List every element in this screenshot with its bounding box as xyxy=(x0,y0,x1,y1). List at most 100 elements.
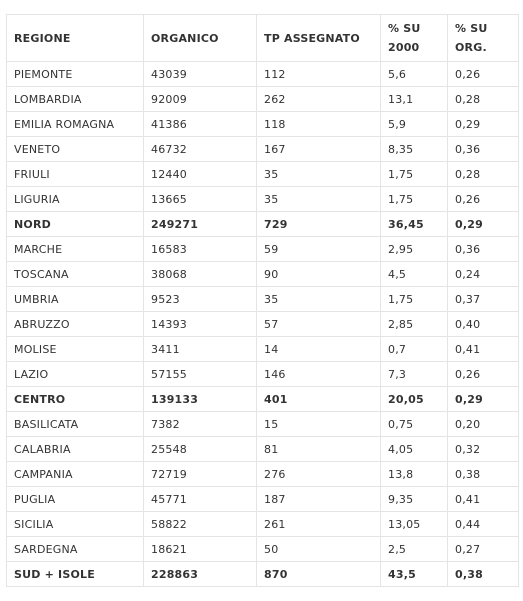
cell-percent-su-org: 0,41 xyxy=(447,336,519,362)
table-row: ABRUZZO 14393 57 2,85 0,40 xyxy=(6,311,519,337)
cell-organico: 57155 xyxy=(143,361,257,387)
table-row: TOSCANA 38068 90 4,5 0,24 xyxy=(6,261,519,287)
column-header-percent-su-2000: % SU 2000 xyxy=(380,14,448,62)
cell-regione: SARDEGNA xyxy=(6,536,144,562)
cell-percent-su-2000: 36,45 xyxy=(380,211,448,237)
cell-percent-su-org: 0,40 xyxy=(447,311,519,337)
cell-regione: BASILICATA xyxy=(6,411,144,437)
table-row: SICILIA 58822 261 13,05 0,44 xyxy=(6,511,519,537)
table-row: MARCHE 16583 59 2,95 0,36 xyxy=(6,236,519,262)
cell-percent-su-org: 0,26 xyxy=(447,361,519,387)
cell-percent-su-org: 0,24 xyxy=(447,261,519,287)
cell-percent-su-org: 0,37 xyxy=(447,286,519,312)
table-row: EMILIA ROMAGNA 41386 118 5,9 0,29 xyxy=(6,111,519,137)
column-header-tp-assegnato: TP ASSEGNATO xyxy=(256,14,381,62)
cell-percent-su-org: 0,29 xyxy=(447,211,519,237)
cell-percent-su-2000: 9,35 xyxy=(380,486,448,512)
cell-percent-su-org: 0,29 xyxy=(447,386,519,412)
cell-regione: FRIULI xyxy=(6,161,144,187)
cell-percent-su-org: 0,26 xyxy=(447,186,519,212)
cell-organico: 14393 xyxy=(143,311,257,337)
cell-percent-su-org: 0,36 xyxy=(447,236,519,262)
cell-tp-assegnato: 729 xyxy=(256,211,381,237)
cell-organico: 139133 xyxy=(143,386,257,412)
cell-percent-su-org: 0,36 xyxy=(447,136,519,162)
cell-percent-su-2000: 1,75 xyxy=(380,186,448,212)
cell-tp-assegnato: 146 xyxy=(256,361,381,387)
cell-tp-assegnato: 167 xyxy=(256,136,381,162)
cell-percent-su-org: 0,32 xyxy=(447,436,519,462)
cell-regione: CALABRIA xyxy=(6,436,144,462)
cell-regione: SUD + ISOLE xyxy=(6,561,144,587)
table-row-total: SUD + ISOLE 228863 870 43,5 0,38 xyxy=(6,561,519,587)
cell-regione: LAZIO xyxy=(6,361,144,387)
cell-percent-su-2000: 1,75 xyxy=(380,161,448,187)
cell-percent-su-2000: 0,7 xyxy=(380,336,448,362)
cell-percent-su-2000: 43,5 xyxy=(380,561,448,587)
cell-organico: 228863 xyxy=(143,561,257,587)
cell-regione: MARCHE xyxy=(6,236,144,262)
cell-regione: EMILIA ROMAGNA xyxy=(6,111,144,137)
cell-percent-su-2000: 7,3 xyxy=(380,361,448,387)
cell-percent-su-org: 0,26 xyxy=(447,61,519,87)
cell-organico: 41386 xyxy=(143,111,257,137)
cell-percent-su-2000: 5,9 xyxy=(380,111,448,137)
cell-tp-assegnato: 59 xyxy=(256,236,381,262)
table-row: UMBRIA 9523 35 1,75 0,37 xyxy=(6,286,519,312)
table-row: LAZIO 57155 146 7,3 0,26 xyxy=(6,361,519,387)
table-row: PIEMONTE 43039 112 5,6 0,26 xyxy=(6,61,519,87)
table-row: FRIULI 12440 35 1,75 0,28 xyxy=(6,161,519,187)
cell-regione: VENETO xyxy=(6,136,144,162)
cell-percent-su-org: 0,38 xyxy=(447,561,519,587)
cell-percent-su-2000: 2,85 xyxy=(380,311,448,337)
cell-tp-assegnato: 90 xyxy=(256,261,381,287)
table-row: CALABRIA 25548 81 4,05 0,32 xyxy=(6,436,519,462)
table-row: PUGLIA 45771 187 9,35 0,41 xyxy=(6,486,519,512)
cell-organico: 12440 xyxy=(143,161,257,187)
cell-tp-assegnato: 276 xyxy=(256,461,381,487)
cell-percent-su-org: 0,38 xyxy=(447,461,519,487)
cell-tp-assegnato: 112 xyxy=(256,61,381,87)
cell-tp-assegnato: 118 xyxy=(256,111,381,137)
table-row-total: CENTRO 139133 401 20,05 0,29 xyxy=(6,386,519,412)
cell-tp-assegnato: 50 xyxy=(256,536,381,562)
cell-tp-assegnato: 81 xyxy=(256,436,381,462)
cell-regione: LOMBARDIA xyxy=(6,86,144,112)
cell-organico: 7382 xyxy=(143,411,257,437)
cell-organico: 249271 xyxy=(143,211,257,237)
cell-organico: 58822 xyxy=(143,511,257,537)
cell-organico: 38068 xyxy=(143,261,257,287)
cell-percent-su-2000: 1,75 xyxy=(380,286,448,312)
table-row: VENETO 46732 167 8,35 0,36 xyxy=(6,136,519,162)
cell-percent-su-org: 0,27 xyxy=(447,536,519,562)
cell-percent-su-org: 0,20 xyxy=(447,411,519,437)
cell-organico: 16583 xyxy=(143,236,257,262)
cell-organico: 92009 xyxy=(143,86,257,112)
regional-data-table: REGIONE ORGANICO TP ASSEGNATO % SU 2000 … xyxy=(6,14,519,587)
cell-percent-su-2000: 13,8 xyxy=(380,461,448,487)
cell-organico: 72719 xyxy=(143,461,257,487)
cell-percent-su-2000: 8,35 xyxy=(380,136,448,162)
cell-percent-su-org: 0,28 xyxy=(447,86,519,112)
column-header-percent-su-org: % SU ORG. xyxy=(447,14,519,62)
column-header-organico: ORGANICO xyxy=(143,14,257,62)
cell-regione: PIEMONTE xyxy=(6,61,144,87)
table-row: CAMPANIA 72719 276 13,8 0,38 xyxy=(6,461,519,487)
cell-percent-su-org: 0,41 xyxy=(447,486,519,512)
cell-percent-su-org: 0,44 xyxy=(447,511,519,537)
cell-regione: MOLISE xyxy=(6,336,144,362)
column-header-regione: REGIONE xyxy=(6,14,144,62)
cell-percent-su-org: 0,28 xyxy=(447,161,519,187)
cell-regione: SICILIA xyxy=(6,511,144,537)
table-row: BASILICATA 7382 15 0,75 0,20 xyxy=(6,411,519,437)
cell-tp-assegnato: 15 xyxy=(256,411,381,437)
cell-regione: CENTRO xyxy=(6,386,144,412)
cell-organico: 9523 xyxy=(143,286,257,312)
table-body: PIEMONTE 43039 112 5,6 0,26 LOMBARDIA 92009 262… xyxy=(6,61,519,587)
header-row: REGIONE ORGANICO TP ASSEGNATO % SU 2000 … xyxy=(6,14,519,62)
cell-percent-su-2000: 4,05 xyxy=(380,436,448,462)
cell-tp-assegnato: 261 xyxy=(256,511,381,537)
table-header: REGIONE ORGANICO TP ASSEGNATO % SU 2000 … xyxy=(6,14,519,62)
cell-regione: UMBRIA xyxy=(6,286,144,312)
cell-tp-assegnato: 262 xyxy=(256,86,381,112)
